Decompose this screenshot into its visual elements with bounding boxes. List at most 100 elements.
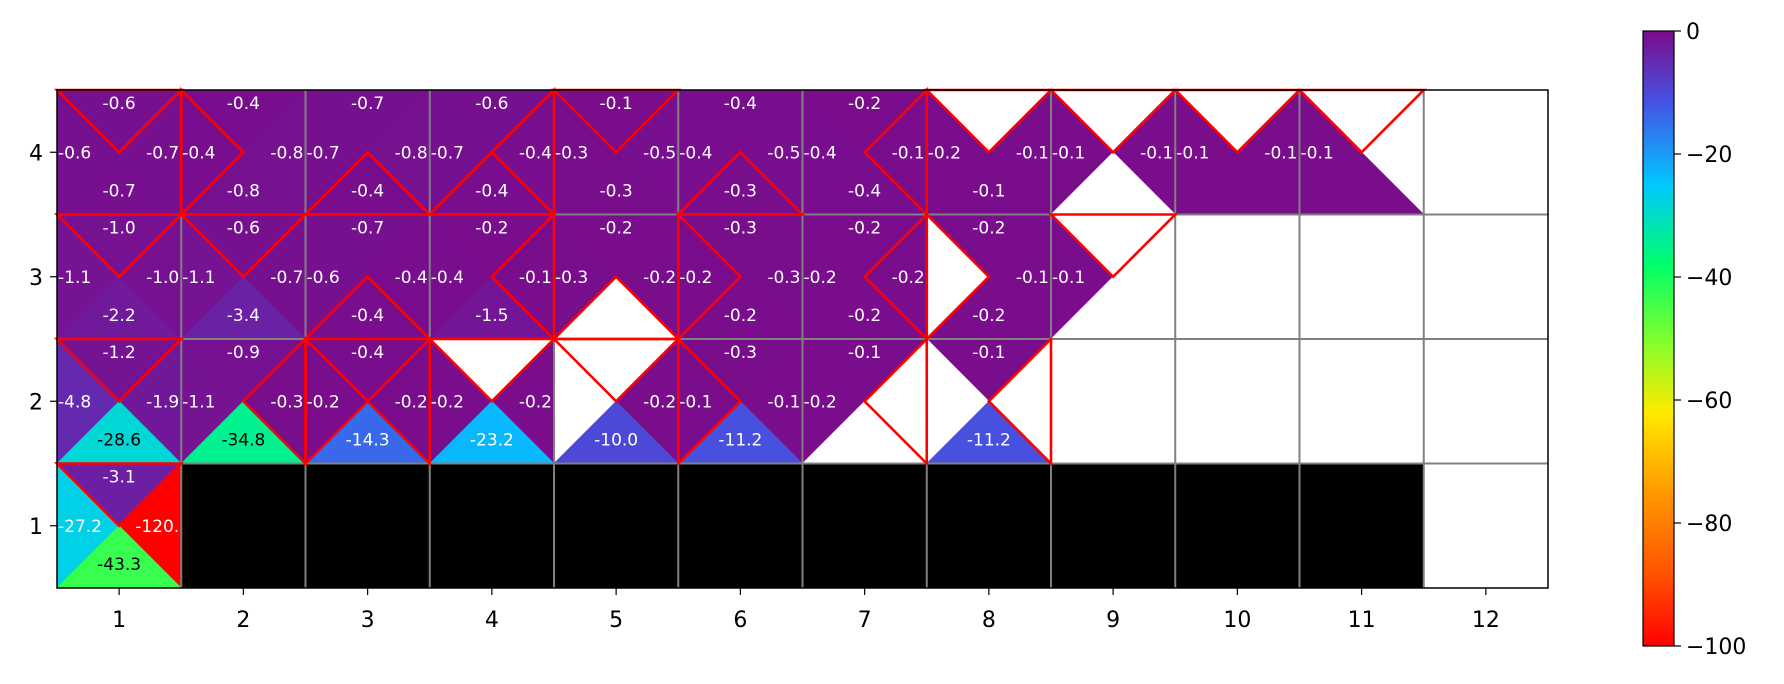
q-value-up: -0.6 <box>227 219 260 239</box>
colorbar-tick-label: −80 <box>1686 512 1732 537</box>
wall-cell <box>554 463 679 588</box>
q-value-down: -2.2 <box>103 306 136 326</box>
q-value-right: -0.2 <box>643 268 676 288</box>
q-value-right: -0.1 <box>1264 143 1297 163</box>
q-value-left: -4.8 <box>58 392 91 412</box>
q-value-down: -0.4 <box>475 182 508 202</box>
q-value-up: -3.1 <box>103 468 136 488</box>
q-value-right: -1.9 <box>146 392 179 412</box>
q-value-down: -0.4 <box>351 306 384 326</box>
q-value-down: -0.4 <box>351 182 384 202</box>
optimal-action-outline <box>426 150 558 216</box>
optimal-action-outline <box>675 150 806 216</box>
q-value-right: -0.2 <box>395 392 428 412</box>
q-value-down: -0.3 <box>600 182 633 202</box>
optimal-action-outline <box>862 86 929 218</box>
wall-cell <box>678 463 803 588</box>
x-tick-label: 8 <box>982 608 996 633</box>
q-value-right: -0.2 <box>643 392 676 412</box>
optimal-action-outline <box>987 335 1053 467</box>
q-value-up: -0.7 <box>351 219 384 239</box>
q-value-left: -0.3 <box>555 143 588 163</box>
q-value-left: -0.1 <box>1176 143 1209 163</box>
q-value-right: -0.1 <box>892 143 925 163</box>
q-value-left: -0.2 <box>307 392 340 412</box>
q-value-left: -0.1 <box>1301 143 1334 163</box>
q-value-up: -0.3 <box>724 219 757 239</box>
wall-cell <box>926 463 1051 588</box>
q-value-up: -1.0 <box>103 219 136 239</box>
q-value-up: -0.1 <box>848 343 881 363</box>
q-value-up: -0.3 <box>724 343 757 363</box>
q-value-right: -0.5 <box>767 143 800 163</box>
q-value-up: -0.4 <box>724 94 757 114</box>
wall-cell <box>181 463 306 588</box>
q-value-right: -0.4 <box>519 143 552 163</box>
q-value-up: -0.2 <box>848 94 881 114</box>
x-tick-label: 7 <box>858 608 872 633</box>
q-value-right: -0.1 <box>519 268 552 288</box>
q-value-right: -0.1 <box>767 392 800 412</box>
q-value-left: -0.2 <box>679 268 712 288</box>
q-value-left: -0.3 <box>555 268 588 288</box>
x-tick-label: 11 <box>1348 608 1376 633</box>
colorbar: 0 −20 −40 −60 −80 −100 <box>1642 20 1746 660</box>
optimal-action-outlines <box>53 86 1427 528</box>
q-value-left: -0.6 <box>307 268 340 288</box>
x-tick-label: 9 <box>1106 608 1120 633</box>
optimal-action-outline <box>550 337 682 404</box>
q-value-down: -0.2 <box>972 306 1005 326</box>
q-value-left: -0.1 <box>1052 143 1085 163</box>
q-value-right: -0.1 <box>1140 143 1173 163</box>
q-value-up: -0.2 <box>600 219 633 239</box>
q-value-right: -0.2 <box>892 268 925 288</box>
optimal-action-outline <box>1047 213 1179 279</box>
q-value-right: -0.5 <box>643 143 676 163</box>
q-value-up: -0.1 <box>972 343 1005 363</box>
q-value-down: -11.2 <box>718 431 762 451</box>
q-value-down: -28.6 <box>97 431 141 451</box>
q-value-up: -1.2 <box>103 343 136 363</box>
q-value-left: -0.1 <box>679 392 712 412</box>
q-value-down: -10.0 <box>594 431 638 451</box>
grid-cells <box>56 89 1549 589</box>
q-value-left: -0.2 <box>431 392 464 412</box>
optimal-action-outline <box>302 150 433 216</box>
optimal-action-outline <box>53 213 185 279</box>
colorbar-tick-label: −40 <box>1686 266 1732 291</box>
optimal-action-outline <box>178 213 309 279</box>
q-value-right: -0.1 <box>1016 143 1049 163</box>
q-value-left: -0.7 <box>307 143 340 163</box>
q-value-up: -0.6 <box>475 94 508 114</box>
q-value-up: -0.4 <box>351 343 384 363</box>
wall-cell <box>1175 463 1300 588</box>
q-value-right: -0.3 <box>270 392 303 412</box>
x-tick-label: 12 <box>1472 608 1500 633</box>
q-value-right: -0.2 <box>519 392 552 412</box>
q-value-up: -0.6 <box>103 94 136 114</box>
q-value-down: -0.3 <box>724 182 757 202</box>
q-value-right: -120. <box>135 517 179 537</box>
x-tick-label: 2 <box>236 608 250 633</box>
q-value-left: -0.4 <box>804 143 837 163</box>
q-value-up: -0.4 <box>227 94 260 114</box>
optimal-action-outline <box>53 337 185 404</box>
optimal-action-outline <box>53 462 185 528</box>
q-value-down: -0.2 <box>724 306 757 326</box>
q-value-left: -0.2 <box>804 392 837 412</box>
colorbar-gradient <box>1642 30 1675 647</box>
q-value-down: -0.4 <box>848 182 881 202</box>
plot-frame <box>56 89 1549 589</box>
optimal-action-outline <box>302 274 433 341</box>
colorbar-tick-label: −100 <box>1686 635 1746 660</box>
y-tick-label: 4 <box>29 141 43 166</box>
optimal-action-outline <box>365 335 432 467</box>
wall-cell <box>305 463 430 588</box>
optimal-action-outline <box>676 335 743 467</box>
optimal-action-outline <box>426 337 558 404</box>
x-tick-label: 1 <box>112 608 126 633</box>
optimal-action-outline <box>925 211 991 343</box>
q-value-down: -1.5 <box>475 306 508 326</box>
q-value-down: -3.4 <box>227 306 260 326</box>
